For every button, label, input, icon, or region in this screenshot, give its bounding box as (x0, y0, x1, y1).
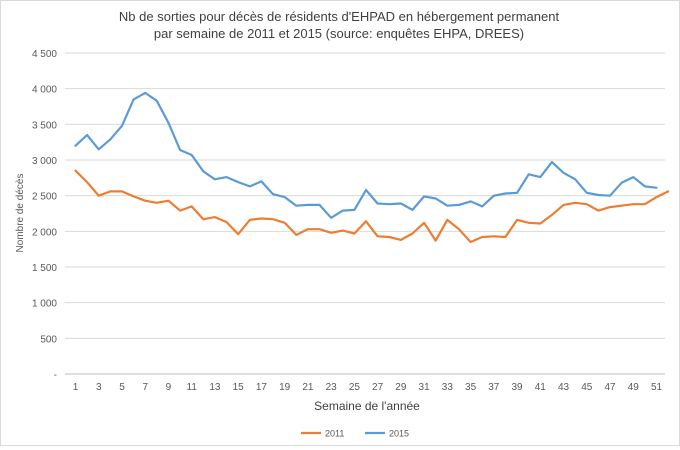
y-tick-label: 2 500 (32, 192, 57, 203)
x-tick-label: 11 (187, 382, 198, 393)
x-tick-label: 9 (166, 382, 172, 393)
x-tick-label: 29 (395, 382, 407, 393)
y-axis-label: Nombre de décès (15, 174, 26, 253)
y-tick-label: 4 000 (32, 85, 57, 96)
x-tick-label: 35 (465, 382, 477, 393)
x-tick-label: 43 (558, 382, 570, 393)
x-tick-label: 27 (372, 382, 384, 393)
legend: 2011 2015 (301, 429, 409, 439)
legend-label-2011: 2011 (325, 429, 344, 439)
legend-label-2015: 2015 (389, 429, 409, 439)
x-tick-label: 15 (233, 382, 245, 393)
series-lines (74, 91, 670, 244)
x-tick-label: 21 (302, 382, 314, 393)
x-tick-label: 39 (511, 382, 523, 393)
x-tick-label: 19 (279, 382, 291, 393)
x-tick-label: 1 (73, 382, 79, 393)
x-tick-label: 7 (142, 382, 148, 393)
x-tick-label: 25 (349, 382, 361, 393)
x-tick-label: 13 (209, 382, 221, 393)
y-tick-label: - (54, 370, 57, 381)
x-tick-label: 45 (581, 382, 593, 393)
x-tick-label: 5 (119, 382, 125, 393)
y-tick-label: 1 500 (32, 263, 57, 274)
chart-title-line1: Nb de sorties pour décès de résidents d'… (119, 9, 560, 24)
y-tick-label: 2 000 (32, 227, 57, 238)
x-axis-label: Semaine de l'année (314, 399, 420, 413)
y-tick-label: 500 (40, 334, 57, 345)
x-tick-label: 23 (326, 382, 338, 393)
x-tick-label: 49 (628, 382, 640, 393)
x-tick-label: 3 (96, 382, 102, 393)
x-axis-ticks: 1 3 5 7 9 11 13 15 17 19 21 23 25 27 29 31 33 35 37 39 41 43 4… (73, 382, 663, 393)
x-tick-label: 47 (604, 382, 616, 393)
series-line-2011 (74, 169, 670, 244)
x-tick-label: 31 (419, 382, 431, 393)
x-tick-label: 37 (488, 382, 500, 393)
chart-title-line2: par semaine de 2011 et 2015 (source: enq… (154, 26, 524, 41)
y-tick-label: 3 000 (32, 156, 57, 167)
x-tick-label: 33 (442, 382, 454, 393)
x-tick-label: 17 (256, 382, 268, 393)
y-tick-label: 4 500 (32, 49, 57, 60)
y-tick-label: 1 000 (32, 299, 57, 310)
x-tick-label: 51 (651, 382, 663, 393)
x-tick-label: 41 (535, 382, 547, 393)
series-line-2015 (74, 91, 658, 219)
grid-lines (65, 52, 665, 375)
y-tick-label: 3 500 (32, 120, 57, 131)
y-axis-ticks: - 500 1 000 1 500 2 000 2 500 3 000 3 500 4 000 4… (32, 49, 57, 381)
